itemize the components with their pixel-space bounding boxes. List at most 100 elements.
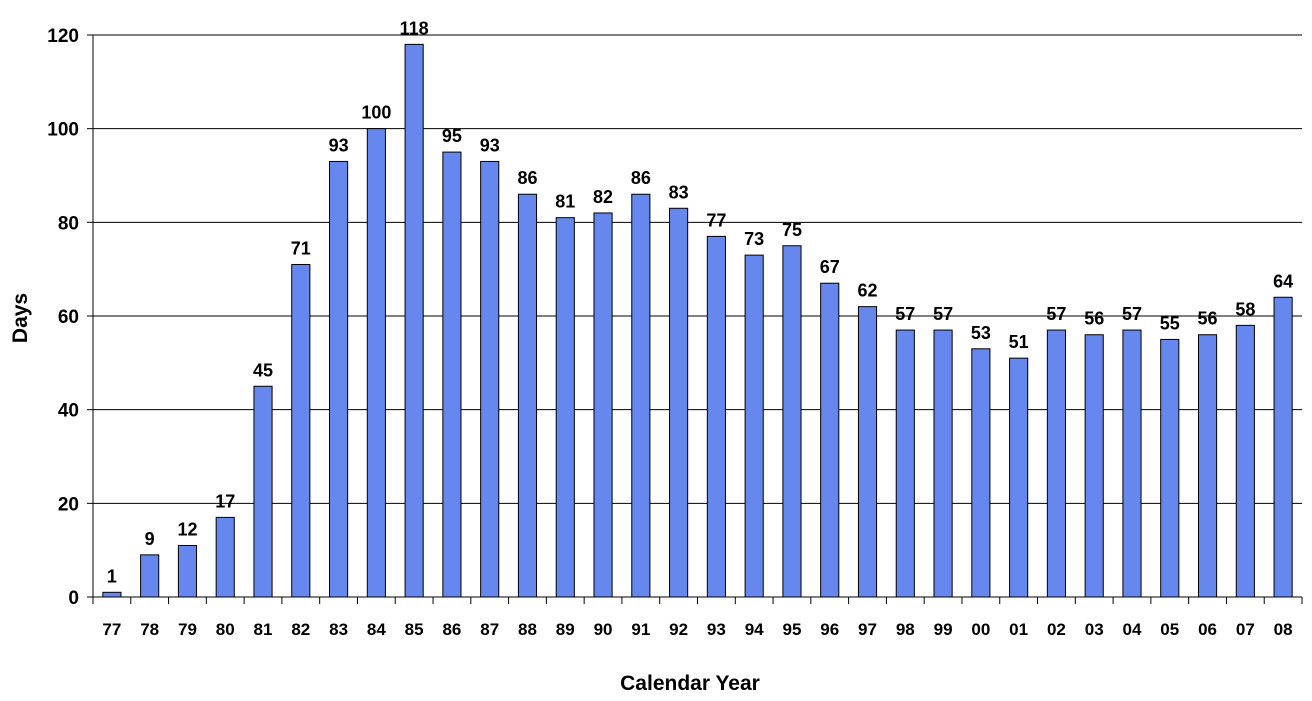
bar	[631, 193, 651, 598]
bar	[253, 385, 273, 598]
bar	[140, 554, 160, 598]
bar	[291, 263, 311, 598]
y-tick-label: 40	[58, 401, 79, 422]
x-tick-label: 05	[1160, 620, 1179, 639]
x-tick-label: 84	[367, 620, 386, 639]
x-tick-label: 04	[1123, 620, 1142, 639]
x-tick-label: 03	[1085, 620, 1104, 639]
bar	[329, 160, 349, 598]
bar	[555, 217, 575, 598]
y-tick-label: 0	[68, 588, 79, 609]
bar	[933, 329, 953, 598]
data-label: 57	[895, 304, 915, 324]
x-tick-label: 85	[405, 620, 424, 639]
x-tick-label: 80	[216, 620, 235, 639]
bar	[1235, 324, 1255, 598]
bar	[706, 235, 726, 598]
data-label: 73	[744, 229, 764, 249]
x-tick-label: 78	[140, 620, 159, 639]
x-tick-label: 92	[669, 620, 688, 639]
bar	[1009, 357, 1029, 598]
data-label: 45	[253, 360, 273, 380]
x-tick-label: 77	[102, 620, 121, 639]
data-label: 71	[291, 238, 311, 258]
x-tick-label: 82	[291, 620, 310, 639]
y-tick-label: 80	[58, 213, 79, 234]
data-label: 118	[400, 18, 429, 38]
data-label: 83	[669, 182, 689, 202]
data-label: 57	[1046, 304, 1066, 324]
bar	[820, 282, 840, 598]
bar	[971, 348, 991, 598]
data-label: 53	[971, 323, 991, 343]
y-tick-label: 20	[58, 494, 79, 515]
bar	[895, 329, 915, 598]
bar	[1122, 329, 1142, 598]
x-tick-label: 96	[820, 620, 839, 639]
bar	[593, 212, 613, 598]
bar	[215, 516, 235, 598]
y-axis-title: Days	[9, 293, 32, 343]
data-label: 57	[1122, 304, 1142, 324]
data-label: 58	[1235, 299, 1255, 319]
bar	[782, 245, 802, 598]
data-label: 95	[442, 126, 462, 146]
data-label: 12	[177, 519, 197, 539]
data-label: 75	[782, 220, 802, 240]
bar	[442, 151, 462, 598]
data-label: 56	[1198, 309, 1218, 329]
bar	[517, 193, 538, 598]
labels: 0204060801001201779781279178045817182938…	[47, 18, 1293, 639]
y-tick-label: 100	[47, 120, 79, 141]
data-label: 55	[1160, 313, 1180, 333]
x-tick-label: 02	[1047, 620, 1066, 639]
bar	[857, 306, 878, 598]
x-tick-label: 07	[1236, 620, 1255, 639]
x-tick-label: 90	[594, 620, 613, 639]
x-tick-label: 87	[480, 620, 499, 639]
data-label: 17	[215, 491, 235, 511]
x-tick-label: 00	[971, 620, 990, 639]
bar	[1160, 338, 1180, 598]
bars	[102, 43, 1293, 598]
x-tick-label: 86	[442, 620, 461, 639]
x-tick-label: 81	[254, 620, 273, 639]
data-label: 57	[933, 304, 953, 324]
x-tick-label: 99	[934, 620, 953, 639]
data-label: 62	[858, 281, 878, 301]
data-label: 77	[706, 210, 726, 230]
bar	[480, 160, 500, 598]
x-tick-label: 79	[178, 620, 197, 639]
x-tick-label: 83	[329, 620, 348, 639]
x-tick-label: 93	[707, 620, 726, 639]
bar	[366, 128, 386, 598]
x-tick-label: 06	[1198, 620, 1217, 639]
x-tick-label: 98	[896, 620, 915, 639]
data-label: 82	[593, 187, 613, 207]
data-label: 64	[1273, 271, 1293, 291]
bar	[1046, 329, 1066, 598]
bar	[744, 254, 764, 598]
y-tick-label: 120	[47, 26, 79, 47]
gridlines	[93, 34, 1302, 504]
bar	[404, 43, 424, 598]
data-label: 81	[555, 192, 575, 212]
x-tick-label: 88	[518, 620, 537, 639]
x-tick-label: 01	[1009, 620, 1028, 639]
data-label: 56	[1084, 309, 1104, 329]
x-tick-label: 94	[745, 620, 764, 639]
x-tick-label: 95	[782, 620, 801, 639]
data-label: 67	[820, 257, 840, 277]
x-tick-label: 91	[631, 620, 650, 639]
x-axis-title: Calendar Year	[620, 672, 760, 695]
data-label: 86	[517, 168, 537, 188]
y-tick-label: 60	[58, 307, 79, 328]
bar	[102, 591, 122, 598]
x-tick-label: 08	[1274, 620, 1293, 639]
data-label: 9	[145, 529, 155, 549]
x-tick-label: 89	[556, 620, 575, 639]
bar	[1197, 334, 1218, 598]
data-label: 1	[107, 566, 117, 586]
